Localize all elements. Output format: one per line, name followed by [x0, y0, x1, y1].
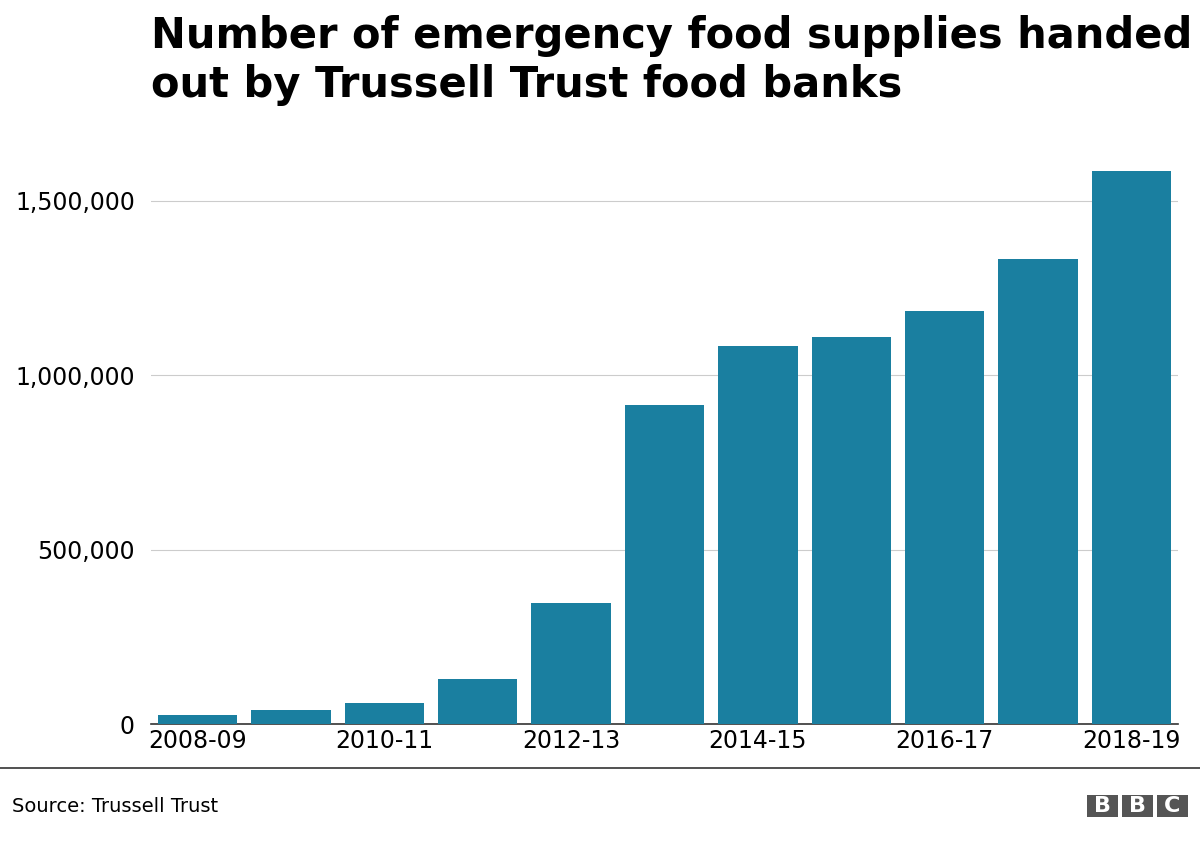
Text: B: B [1129, 796, 1146, 816]
Bar [344, 703, 424, 724]
Bar [251, 710, 331, 724]
Bar [998, 259, 1078, 724]
Bar [625, 405, 704, 724]
Text: Source: Trussell Trust: Source: Trussell Trust [12, 797, 218, 815]
Bar [438, 679, 517, 724]
Text: B: B [1094, 796, 1111, 816]
Bar [811, 337, 890, 724]
Text: C: C [1164, 796, 1181, 816]
Bar [905, 311, 984, 724]
Text: Number of emergency food supplies handed
out by Trussell Trust food banks: Number of emergency food supplies handed… [151, 15, 1193, 105]
Bar [158, 715, 238, 724]
Bar [718, 345, 798, 724]
Bar [532, 603, 611, 724]
Bar [1092, 171, 1171, 724]
